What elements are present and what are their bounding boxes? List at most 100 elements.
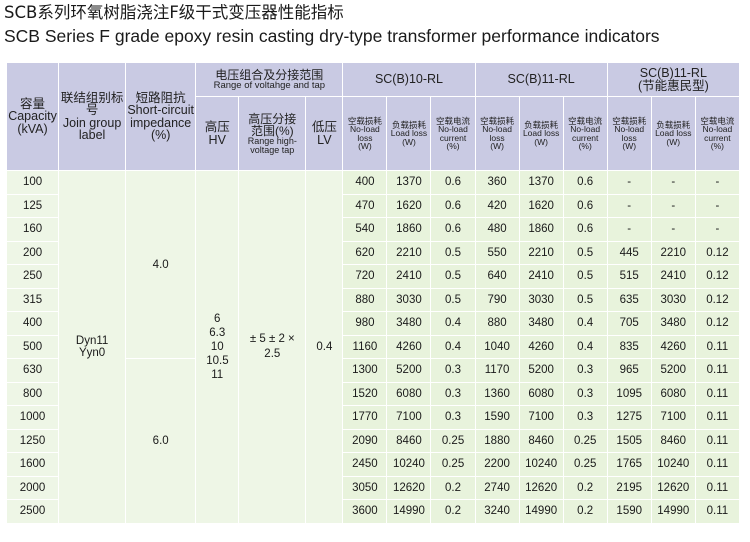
hdr-a-nll-unit: (W) [358,141,372,151]
series-a-no-load-loss-cell: 1520 [342,381,388,406]
series-b-no-load-current-cell: 0.2 [562,475,608,500]
series-b-no-load-current-cell: 0.5 [562,287,608,312]
series-c-load-loss-cell: 3030 [650,287,696,312]
capacity-cell: 2000 [5,475,60,500]
series-c-load-loss-cell: 2210 [650,240,696,265]
header-hv: 高压 HV [195,96,240,171]
series-c-no-load-loss-cell: 1505 [606,428,652,453]
series-a-load-loss-cell: 1370 [386,170,432,195]
header-c-no-load-current: 空载电流 No-load current (%) [694,96,741,171]
table-row: 800 1520 6080 0.3 1360 6080 0.3 1095 6080 0.11 [5,381,741,406]
series-a-no-load-loss-cell: 720 [342,264,388,289]
table-row: 630 6.0 1300 5200 0.3 1170 5200 0.3 965 5200 0.11 [5,358,741,524]
series-b-no-load-loss-cell: 2740 [474,475,520,500]
table-row: 100 Dyn11 Yyn0 4.0 6 6.3 10 10.5 11 ± 5 ± 2 … [5,170,741,524]
header-impedance: 短路阻抗 Short-circuit impedance (%) [125,62,197,171]
series-b-load-loss-cell: 12620 [518,475,564,500]
series-b-no-load-loss-cell: 1170 [474,358,520,383]
series-a-no-load-loss-cell: 980 [342,311,388,336]
series-a-no-load-loss-cell: 2090 [342,428,388,453]
series-b-load-loss-cell: 2210 [518,240,564,265]
hdr-b-nll-unit: (W) [490,141,504,151]
hdr-b-nlc-en: No-load current [570,124,601,143]
capacity-cell: 250 [5,264,60,289]
series-b-load-loss-cell: 8460 [518,428,564,453]
series-a-load-loss-cell: 5200 [386,358,432,383]
capacity-cell: 1600 [5,452,60,477]
series-a-no-load-current-cell: 0.3 [430,358,476,383]
series-a-load-loss-cell: 3480 [386,311,432,336]
series-c-no-load-loss-cell: 705 [606,311,652,336]
header-a-load-loss: 负载损耗 Load loss (W) [386,96,432,171]
series-b-no-load-loss-cell: 3240 [474,499,520,524]
series-c-no-load-loss-cell: 445 [606,240,652,265]
table-body: 100 Dyn11 Yyn0 4.0 6 6.3 10 10.5 11 ± 5 ± 2 … [5,170,741,524]
series-a-no-load-loss-cell: 540 [342,217,388,242]
hdr-c-ll-unit: (W) [666,136,681,147]
series-a-no-load-current-cell: 0.5 [430,240,476,265]
series-c-sub: (节能惠民型) [637,78,709,93]
hdr-a-nlc-en: No-load current [438,124,468,143]
series-b-no-load-current-cell: 0.5 [562,240,608,265]
hdr-a-nlc-cn: 空载电流 [436,115,471,126]
series-b-no-load-loss-cell: 480 [474,217,520,242]
series-b-no-load-loss-cell: 2200 [474,452,520,477]
header-impedance-en: Short-circuit impedance [127,103,195,130]
series-c-no-load-loss-cell: 835 [606,334,652,359]
header-voltage-group: 电压组合及分接范围 Range of voltahge and tap [195,62,344,97]
series-b-no-load-loss-cell: 550 [474,240,520,265]
capacity-cell: 1250 [5,428,60,453]
header-series-b: SC(B)11-RL [474,62,608,97]
header-b-load-loss: 负载损耗 Load loss (W) [518,96,564,171]
series-c-load-loss-cell: - [650,217,696,242]
series-a-load-loss-cell: 2410 [386,264,432,289]
series-c-load-loss-cell: 5200 [650,358,696,383]
header-capacity: 容量 Capacity (kVA) [5,62,60,171]
table-row: 1000 1770 7100 0.3 1590 7100 0.3 1275 7100 0.11 [5,405,741,430]
capacity-cell: 630 [5,358,60,383]
hdr-b-nlc-unit: (%) [578,141,592,151]
series-c-no-load-current-cell: 0.11 [694,452,741,477]
series-c-no-load-loss-cell: 1275 [606,405,652,430]
capacity-cell: 200 [5,240,60,265]
table-row: 1250 2090 8460 0.25 1880 8460 0.25 1505 8460 0.11 [5,428,741,453]
series-c-no-load-current-cell: 0.11 [694,428,741,453]
series-c-load-loss-cell: 6080 [650,381,696,406]
series-c-load-loss-cell: 2410 [650,264,696,289]
hdr-a-ll-unit: (W) [402,136,416,147]
header-series-a: SC(B)10-RL [342,62,476,97]
hdr-a-ll-cn: 负载损耗 [391,119,426,130]
series-b-load-loss-cell: 2410 [518,264,564,289]
table-row: 400 980 3480 0.4 880 3480 0.4 705 3480 0.12 [5,311,741,336]
series-c-load-loss-cell: 10240 [650,452,696,477]
series-c-no-load-current-cell: 0.11 [694,475,741,500]
series-a-name: SC(B)10-RL [374,72,444,87]
series-c-no-load-current-cell: 0.12 [694,287,741,312]
series-a-no-load-loss-cell: 3050 [342,475,388,500]
series-b-no-load-current-cell: 0.4 [562,311,608,336]
series-c-no-load-loss-cell: 1765 [606,452,652,477]
series-c-no-load-loss-cell: 2195 [606,475,652,500]
join-group-cell: Dyn11 Yyn0 [58,170,127,524]
series-a-no-load-loss-cell: 2450 [342,452,388,477]
series-a-load-loss-cell: 6080 [386,381,432,406]
hdr-a-nll-cn: 空载损耗 [347,115,382,126]
series-c-no-load-current-cell: 0.12 [694,264,741,289]
capacity-cell: 800 [5,381,60,406]
header-c-no-load-loss: 空载损耗 No-load loss (W) [606,96,652,171]
series-b-no-load-current-cell: 0.5 [562,264,608,289]
series-a-no-load-current-cell: 0.5 [430,287,476,312]
series-a-no-load-current-cell: 0.6 [430,217,476,242]
series-b-no-load-current-cell: 0.2 [562,499,608,524]
series-c-no-load-current-cell: 0.11 [694,405,741,430]
series-b-no-load-loss-cell: 1880 [474,428,520,453]
series-a-no-load-current-cell: 0.3 [430,381,476,406]
series-c-no-load-loss-cell: 1095 [606,381,652,406]
impedance-low-cell: 4.0 [125,170,197,359]
table-row: 250 720 2410 0.5 640 2410 0.5 515 2410 0.12 [5,264,741,289]
hdr-b-ll-en: Load loss [522,128,560,139]
series-b-no-load-loss-cell: 1040 [474,334,520,359]
series-b-no-load-current-cell: 0.6 [562,217,608,242]
series-b-load-loss-cell: 1370 [518,170,564,195]
series-c-no-load-current-cell: 0.12 [694,240,741,265]
